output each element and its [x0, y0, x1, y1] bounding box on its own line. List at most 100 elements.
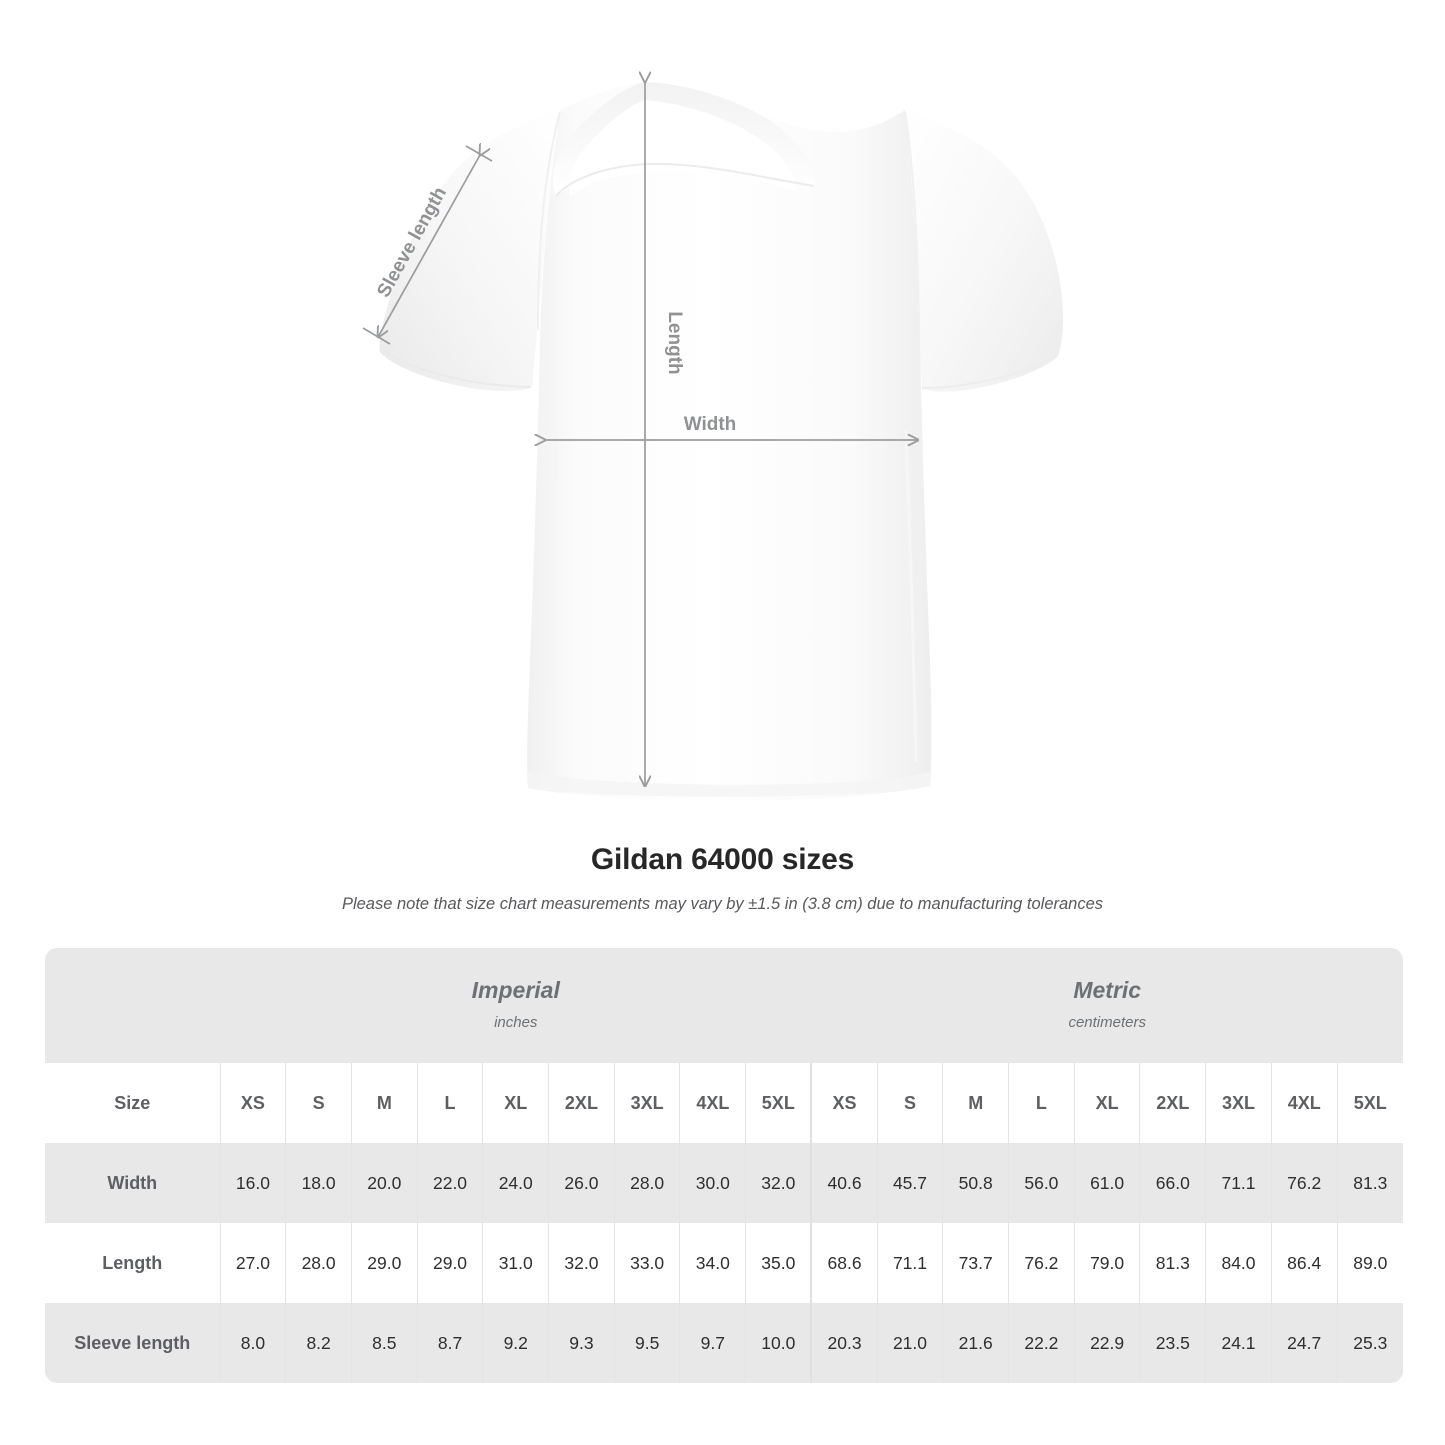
unit-system-header-metric: Metric centimeters [811, 948, 1403, 1063]
size-column-header: 4XL [1270, 1063, 1338, 1143]
size-header-label: Size [45, 1063, 221, 1143]
measurement-value: 81.3 [1139, 1223, 1206, 1303]
size-chart-table: Imperial inches Metric centimeters Size XS S M L… [45, 948, 1403, 1383]
measurement-value: 31.0 [482, 1223, 549, 1303]
left-cuff-seam [382, 349, 531, 388]
measurement-value: 8.5 [350, 1303, 418, 1383]
measurement-value: 21.0 [876, 1303, 943, 1383]
fabric-fold-right [904, 429, 918, 763]
size-column-header: 2XL [1139, 1063, 1206, 1143]
measurement-value: 27.0 [219, 1223, 286, 1303]
unit-system-name: Metric [1073, 976, 1142, 1003]
measurement-value: 25.3 [1336, 1303, 1403, 1383]
measurement-value: 28.0 [613, 1143, 680, 1223]
measurement-value: 24.0 [482, 1143, 549, 1223]
size-column-header: S [285, 1063, 352, 1143]
measurement-value: 71.1 [876, 1223, 943, 1303]
table-row: Width 16.0 18.0 20.0 22.0 24.0 26.0 28.0 30.0 32.… [45, 1143, 1403, 1223]
unit-system-banner-row: Imperial inches Metric centimeters [45, 948, 1403, 1063]
tshirt-graphic [379, 82, 1064, 801]
measurement-value: 8.7 [416, 1303, 483, 1383]
unit-system-header-imperial: Imperial inches [220, 948, 812, 1063]
measurement-value: 73.7 [942, 1223, 1009, 1303]
table-row: Sleeve length 8.0 8.2 8.5 8.7 9.2 9.3 9.5 9.7 10.… [45, 1303, 1403, 1383]
measurement-value: 22.0 [416, 1143, 483, 1223]
size-column-header: 3XL [613, 1063, 680, 1143]
measurement-value: 16.0 [219, 1143, 286, 1223]
measurement-value: 61.0 [1073, 1143, 1140, 1223]
measurement-value: 22.2 [1008, 1303, 1075, 1383]
size-column-header: XS [219, 1063, 286, 1143]
shoulder-seam-left [537, 111, 561, 331]
measurement-value: 32.0 [745, 1143, 812, 1223]
chart-heading: Gildan 64000 sizes Please note that size… [0, 838, 1445, 920]
measurement-value: 32.0 [548, 1223, 615, 1303]
measurement-value: 76.2 [1270, 1143, 1338, 1223]
measurement-value: 24.7 [1270, 1303, 1338, 1383]
measurement-value: 21.6 [942, 1303, 1009, 1383]
measurement-value: 71.1 [1205, 1143, 1272, 1223]
measurement-value: 20.0 [350, 1143, 418, 1223]
unit-system-unit: inches [494, 1013, 538, 1031]
measurement-value: 33.0 [613, 1223, 680, 1303]
unit-system-unit: centimeters [1068, 1013, 1146, 1031]
measurement-value: 9.7 [679, 1303, 746, 1383]
measurement-value: 50.8 [942, 1143, 1009, 1223]
measurement-value: 8.2 [285, 1303, 352, 1383]
size-column-header: S [876, 1063, 943, 1143]
sleeve-tick-bottom [362, 327, 391, 345]
measurement-value: 76.2 [1008, 1223, 1075, 1303]
measurement-value: 89.0 [1336, 1223, 1403, 1303]
measurement-value: 9.3 [548, 1303, 615, 1383]
measurement-label: Length [45, 1223, 221, 1303]
size-column-header: 3XL [1205, 1063, 1272, 1143]
measurement-value: 34.0 [679, 1223, 746, 1303]
measurement-value: 35.0 [745, 1223, 812, 1303]
measurement-label: Width [45, 1143, 221, 1223]
size-column-header: 2XL [548, 1063, 615, 1143]
width-label: Width [684, 414, 737, 435]
right-cuff-seam [921, 353, 1059, 389]
measurement-value: 81.3 [1336, 1143, 1403, 1223]
measurement-value: 29.0 [416, 1223, 483, 1303]
measurement-value: 9.5 [613, 1303, 680, 1383]
size-column-header: 5XL [745, 1063, 812, 1143]
sleeve-tick-top [465, 145, 493, 162]
size-column-header: XL [482, 1063, 549, 1143]
measurement-value: 40.6 [810, 1143, 878, 1223]
hem-shade [528, 772, 930, 797]
size-column-header: M [942, 1063, 1009, 1143]
measurement-value: 8.0 [219, 1303, 286, 1383]
measurement-value: 30.0 [679, 1143, 746, 1223]
measurement-label: Sleeve length [45, 1303, 221, 1383]
measurement-value: 45.7 [876, 1143, 943, 1223]
size-chart-table-container: Imperial inches Metric centimeters Size XS S M L… [45, 948, 1403, 1383]
measurement-value: 9.2 [482, 1303, 549, 1383]
measurement-value: 20.3 [810, 1303, 878, 1383]
shoulder-seam-right [904, 111, 920, 331]
right-sleeve [905, 110, 1064, 392]
fabric-fold-left [544, 429, 558, 761]
table-row: Length 27.0 28.0 29.0 29.0 31.0 32.0 33.0 34.0 35… [45, 1223, 1403, 1303]
size-column-header: 4XL [679, 1063, 746, 1143]
measurement-value: 56.0 [1008, 1143, 1075, 1223]
measurement-value: 23.5 [1139, 1303, 1206, 1383]
tshirt-diagram: Sleeve length Length Width [362, 0, 1064, 801]
measurement-value: 66.0 [1139, 1143, 1206, 1223]
measurement-value: 86.4 [1270, 1223, 1338, 1303]
banner-spacer [45, 948, 221, 1063]
unit-system-name: Imperial [471, 976, 560, 1003]
measurement-value: 18.0 [285, 1143, 352, 1223]
measurement-value: 28.0 [285, 1223, 352, 1303]
sleeve-length-dimension-line [378, 155, 480, 337]
size-header-row: Size XS S M L XL 2XL 3XL 4XL 5XL XS S M L XL 2XL 3XL 4XL 5… [45, 1063, 1403, 1143]
measurement-value: 29.0 [350, 1223, 418, 1303]
measurement-value: 84.0 [1205, 1223, 1272, 1303]
measurement-value: 22.9 [1073, 1303, 1140, 1383]
page-title: Gildan 64000 sizes [590, 843, 855, 876]
size-column-header: L [416, 1063, 483, 1143]
measurement-value: 10.0 [745, 1303, 812, 1383]
size-column-header: XS [810, 1063, 878, 1143]
measurement-value: 24.1 [1205, 1303, 1272, 1383]
size-column-header: 5XL [1336, 1063, 1403, 1143]
